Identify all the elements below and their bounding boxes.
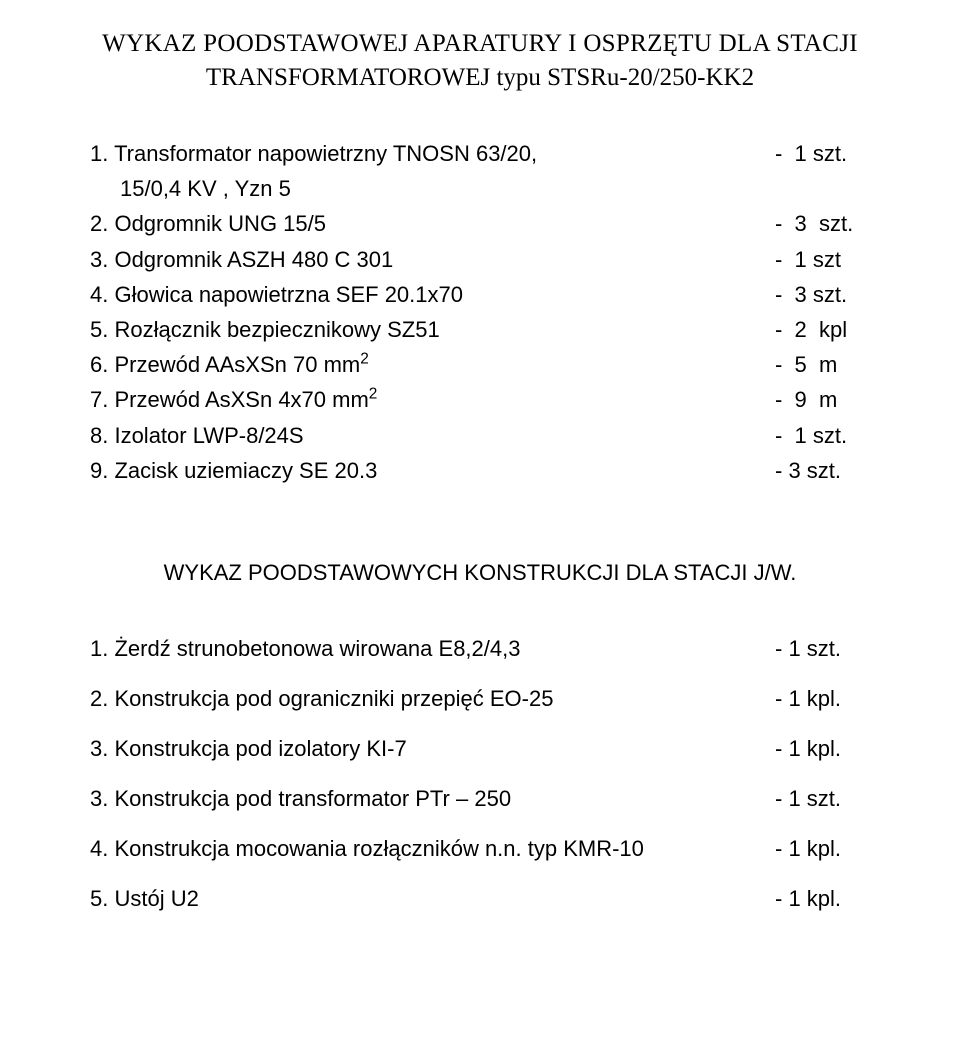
list-item-label: 6. Przewód AAsXSn 70 mm2 bbox=[90, 347, 775, 382]
subtitle: WYKAZ POODSTAWOWYCH KONSTRUKCJI DLA STAC… bbox=[90, 560, 870, 586]
list-item-label: 5. Ustój U2 bbox=[90, 886, 775, 912]
list-item-label: 2. Konstrukcja pod ograniczniki przepięć… bbox=[90, 686, 775, 712]
list-item-label: 8. Izolator LWP-8/24S bbox=[90, 418, 775, 453]
list-item-value: - 1 szt. bbox=[775, 136, 870, 171]
list-item-value: - 1 szt. bbox=[775, 418, 870, 453]
list-item: 5. Rozłącznik bezpiecznikowy SZ51- 2 kpl bbox=[90, 312, 870, 347]
list-item: 2. Odgromnik UNG 15/5- 3 szt. bbox=[90, 206, 870, 241]
list-item: 9. Zacisk uziemiaczy SE 20.3- 3 szt. bbox=[90, 453, 870, 488]
list-item-value: - 1 szt. bbox=[775, 786, 870, 812]
superscript: 2 bbox=[360, 351, 369, 368]
list-item-value: - 1 kpl. bbox=[775, 736, 870, 762]
list-item: 4. Konstrukcja mocowania rozłączników n.… bbox=[90, 836, 870, 862]
list-item-value: - 5 m bbox=[775, 347, 870, 382]
list-item-label: 3. Konstrukcja pod izolatory KI-7 bbox=[90, 736, 775, 762]
list-item-value: - 1 kpl. bbox=[775, 686, 870, 712]
list-item-value: - 1 kpl. bbox=[775, 886, 870, 912]
list-item-label: 1. Żerdź strunobetonowa wirowana E8,2/4,… bbox=[90, 636, 775, 662]
list-item: 6. Przewód AAsXSn 70 mm2- 5 m bbox=[90, 347, 870, 382]
list-item-value: - 2 kpl bbox=[775, 312, 870, 347]
list-item: 5. Ustój U2- 1 kpl. bbox=[90, 886, 870, 912]
list-item-value: - 3 szt. bbox=[775, 277, 870, 312]
list-item-label: 4. Konstrukcja mocowania rozłączników n.… bbox=[90, 836, 775, 862]
equipment-list: 1. Transformator napowietrzny TNOSN 63/2… bbox=[90, 136, 870, 488]
list-item-label: 3. Konstrukcja pod transformator PTr – 2… bbox=[90, 786, 775, 812]
list-item: 3. Konstrukcja pod transformator PTr – 2… bbox=[90, 786, 870, 812]
list-item: 1. Żerdź strunobetonowa wirowana E8,2/4,… bbox=[90, 636, 870, 662]
list-item-label: 5. Rozłącznik bezpiecznikowy SZ51 bbox=[90, 312, 775, 347]
title-line-1: WYKAZ POODSTAWOWEJ APARATURY I OSPRZĘTU … bbox=[90, 30, 870, 58]
list-item-value: - 3 szt. bbox=[775, 453, 870, 488]
construction-list: 1. Żerdź strunobetonowa wirowana E8,2/4,… bbox=[90, 636, 870, 912]
list-item-value: - 1 kpl. bbox=[775, 836, 870, 862]
superscript: 2 bbox=[369, 386, 378, 403]
list-item: 3. Konstrukcja pod izolatory KI-7- 1 kpl… bbox=[90, 736, 870, 762]
list-item-value: - 9 m bbox=[775, 382, 870, 417]
list-item-value: - 3 szt. bbox=[775, 206, 870, 241]
list-item-label: 7. Przewód AsXSn 4x70 mm2 bbox=[90, 382, 775, 417]
list-item-label: 3. Odgromnik ASZH 480 C 301 bbox=[90, 242, 775, 277]
list-item-label: 1. Transformator napowietrzny TNOSN 63/2… bbox=[90, 136, 775, 171]
list-item-value: - 1 szt. bbox=[775, 636, 870, 662]
list-item-label: 4. Głowica napowietrzna SEF 20.1x70 bbox=[90, 277, 775, 312]
list-item-value: - 1 szt bbox=[775, 242, 870, 277]
list-item: 4. Głowica napowietrzna SEF 20.1x70- 3 s… bbox=[90, 277, 870, 312]
list-item: 7. Przewód AsXSn 4x70 mm2- 9 m bbox=[90, 382, 870, 417]
list-item: 1. Transformator napowietrzny TNOSN 63/2… bbox=[90, 136, 870, 171]
list-item-label: 2. Odgromnik UNG 15/5 bbox=[90, 206, 775, 241]
list-item: 2. Konstrukcja pod ograniczniki przepięć… bbox=[90, 686, 870, 712]
list-item: 8. Izolator LWP-8/24S- 1 szt. bbox=[90, 418, 870, 453]
list-item-label: 15/0,4 KV , Yzn 5 bbox=[90, 171, 775, 206]
list-item: 3. Odgromnik ASZH 480 C 301- 1 szt bbox=[90, 242, 870, 277]
title-line-2: TRANSFORMATOROWEJ typu STSRu-20/250-KK2 bbox=[90, 64, 870, 92]
list-item-label: 9. Zacisk uziemiaczy SE 20.3 bbox=[90, 453, 775, 488]
list-item: 15/0,4 KV , Yzn 5 bbox=[90, 171, 870, 206]
